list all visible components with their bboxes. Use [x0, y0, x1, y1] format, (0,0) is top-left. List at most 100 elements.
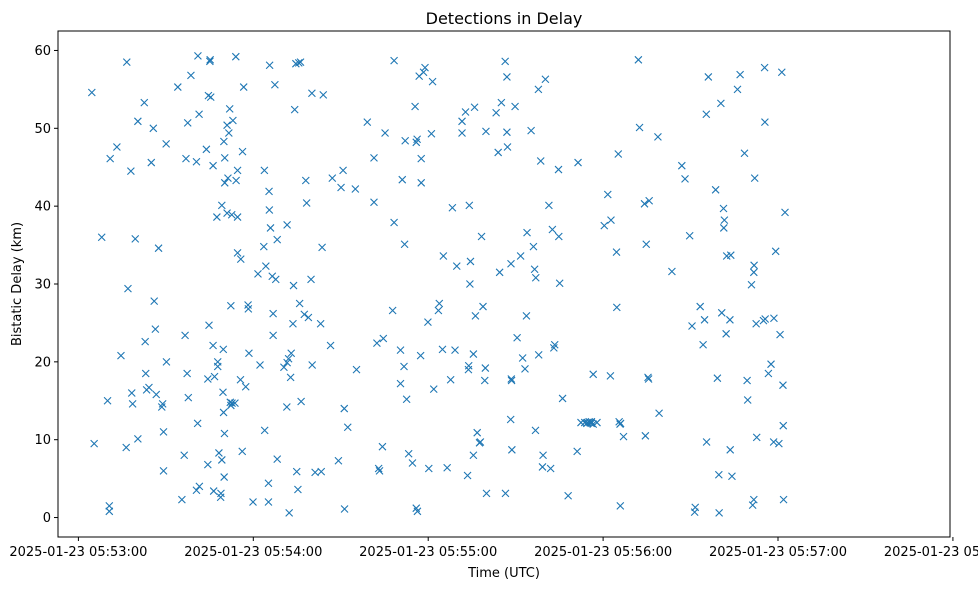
data-point	[644, 375, 653, 383]
data-point	[337, 183, 345, 192]
data-point	[764, 369, 773, 378]
data-point	[716, 99, 725, 108]
x-tick-label: 2025-01-23 05:58:00	[884, 545, 978, 560]
data-point	[205, 321, 213, 330]
data-point	[133, 117, 142, 126]
data-point	[400, 240, 409, 249]
data-point	[465, 201, 474, 210]
data-point	[438, 345, 447, 354]
data-point	[289, 281, 298, 290]
data-point	[162, 139, 171, 148]
data-point	[529, 242, 538, 251]
data-point	[469, 350, 478, 358]
data-point	[285, 508, 294, 517]
data-point	[417, 178, 426, 187]
data-point	[600, 221, 609, 230]
data-point	[122, 58, 131, 67]
data-point	[308, 89, 316, 98]
data-point	[439, 252, 448, 260]
data-point	[192, 486, 201, 495]
data-point	[713, 374, 722, 383]
data-point	[343, 423, 352, 432]
data-point	[448, 203, 457, 212]
data-point	[245, 349, 253, 358]
data-point	[424, 464, 433, 473]
data-point	[328, 174, 337, 183]
data-point	[477, 232, 486, 241]
data-point	[398, 175, 407, 184]
data-point	[497, 98, 506, 107]
x-tick-label: 2025-01-23 05:56:00	[534, 545, 672, 560]
data-point	[717, 308, 726, 317]
data-point	[458, 129, 466, 137]
y-tick-label: 60	[34, 44, 51, 59]
data-point	[427, 129, 436, 138]
data-point	[220, 429, 229, 438]
data-point	[244, 305, 253, 313]
data-point	[417, 154, 426, 163]
data-point	[482, 489, 491, 498]
data-point	[370, 198, 378, 207]
data-point	[181, 331, 189, 340]
data-point	[492, 108, 501, 117]
data-point	[538, 463, 547, 471]
data-point	[434, 306, 443, 315]
data-point	[726, 445, 735, 454]
data-point	[574, 158, 582, 167]
data-point	[260, 426, 269, 435]
data-point	[461, 108, 470, 116]
data-point	[681, 175, 689, 183]
data-point	[193, 419, 202, 428]
data-point	[554, 165, 563, 174]
data-point	[668, 267, 676, 276]
data-point	[527, 126, 535, 135]
data-point	[396, 379, 405, 388]
data-point	[428, 77, 437, 86]
data-point	[413, 135, 422, 144]
data-point	[90, 439, 99, 448]
data-point	[539, 451, 547, 460]
data-point	[655, 409, 663, 418]
data-point	[217, 489, 225, 498]
data-point	[503, 73, 511, 81]
x-axis: 2025-01-23 05:53:00 2025-01-23 05:54:00 20…	[9, 537, 978, 560]
data-point	[217, 201, 226, 210]
data-point	[254, 269, 262, 278]
data-point	[308, 361, 317, 369]
data-point	[352, 365, 361, 374]
y-axis: 0 10 20 30 40 50 60	[34, 44, 58, 526]
data-point	[265, 187, 273, 196]
data-point	[117, 351, 125, 360]
data-point	[273, 235, 282, 244]
data-point	[400, 362, 408, 371]
data-point	[699, 340, 707, 349]
data-point	[162, 357, 171, 366]
data-point	[131, 234, 140, 243]
data-point	[236, 255, 245, 263]
data-point	[290, 105, 299, 114]
data-point	[219, 137, 228, 146]
data-point	[210, 372, 219, 381]
data-point	[302, 199, 311, 207]
data-point	[127, 389, 136, 397]
data-point	[503, 143, 512, 151]
data-point	[206, 55, 215, 64]
data-point	[232, 176, 240, 185]
data-point	[205, 57, 214, 66]
data-point	[182, 154, 190, 163]
data-point	[714, 470, 723, 479]
data-point	[501, 489, 510, 498]
data-point	[424, 318, 432, 327]
data-point	[124, 284, 132, 293]
data-point	[294, 59, 303, 67]
data-point	[269, 331, 278, 340]
data-point	[435, 299, 444, 308]
data-point	[219, 408, 228, 417]
data-point	[151, 325, 160, 334]
data-point	[416, 351, 425, 360]
data-point	[283, 220, 292, 229]
data-point	[743, 396, 752, 404]
data-point	[228, 399, 236, 407]
data-point	[206, 93, 215, 102]
data-point	[249, 498, 257, 506]
